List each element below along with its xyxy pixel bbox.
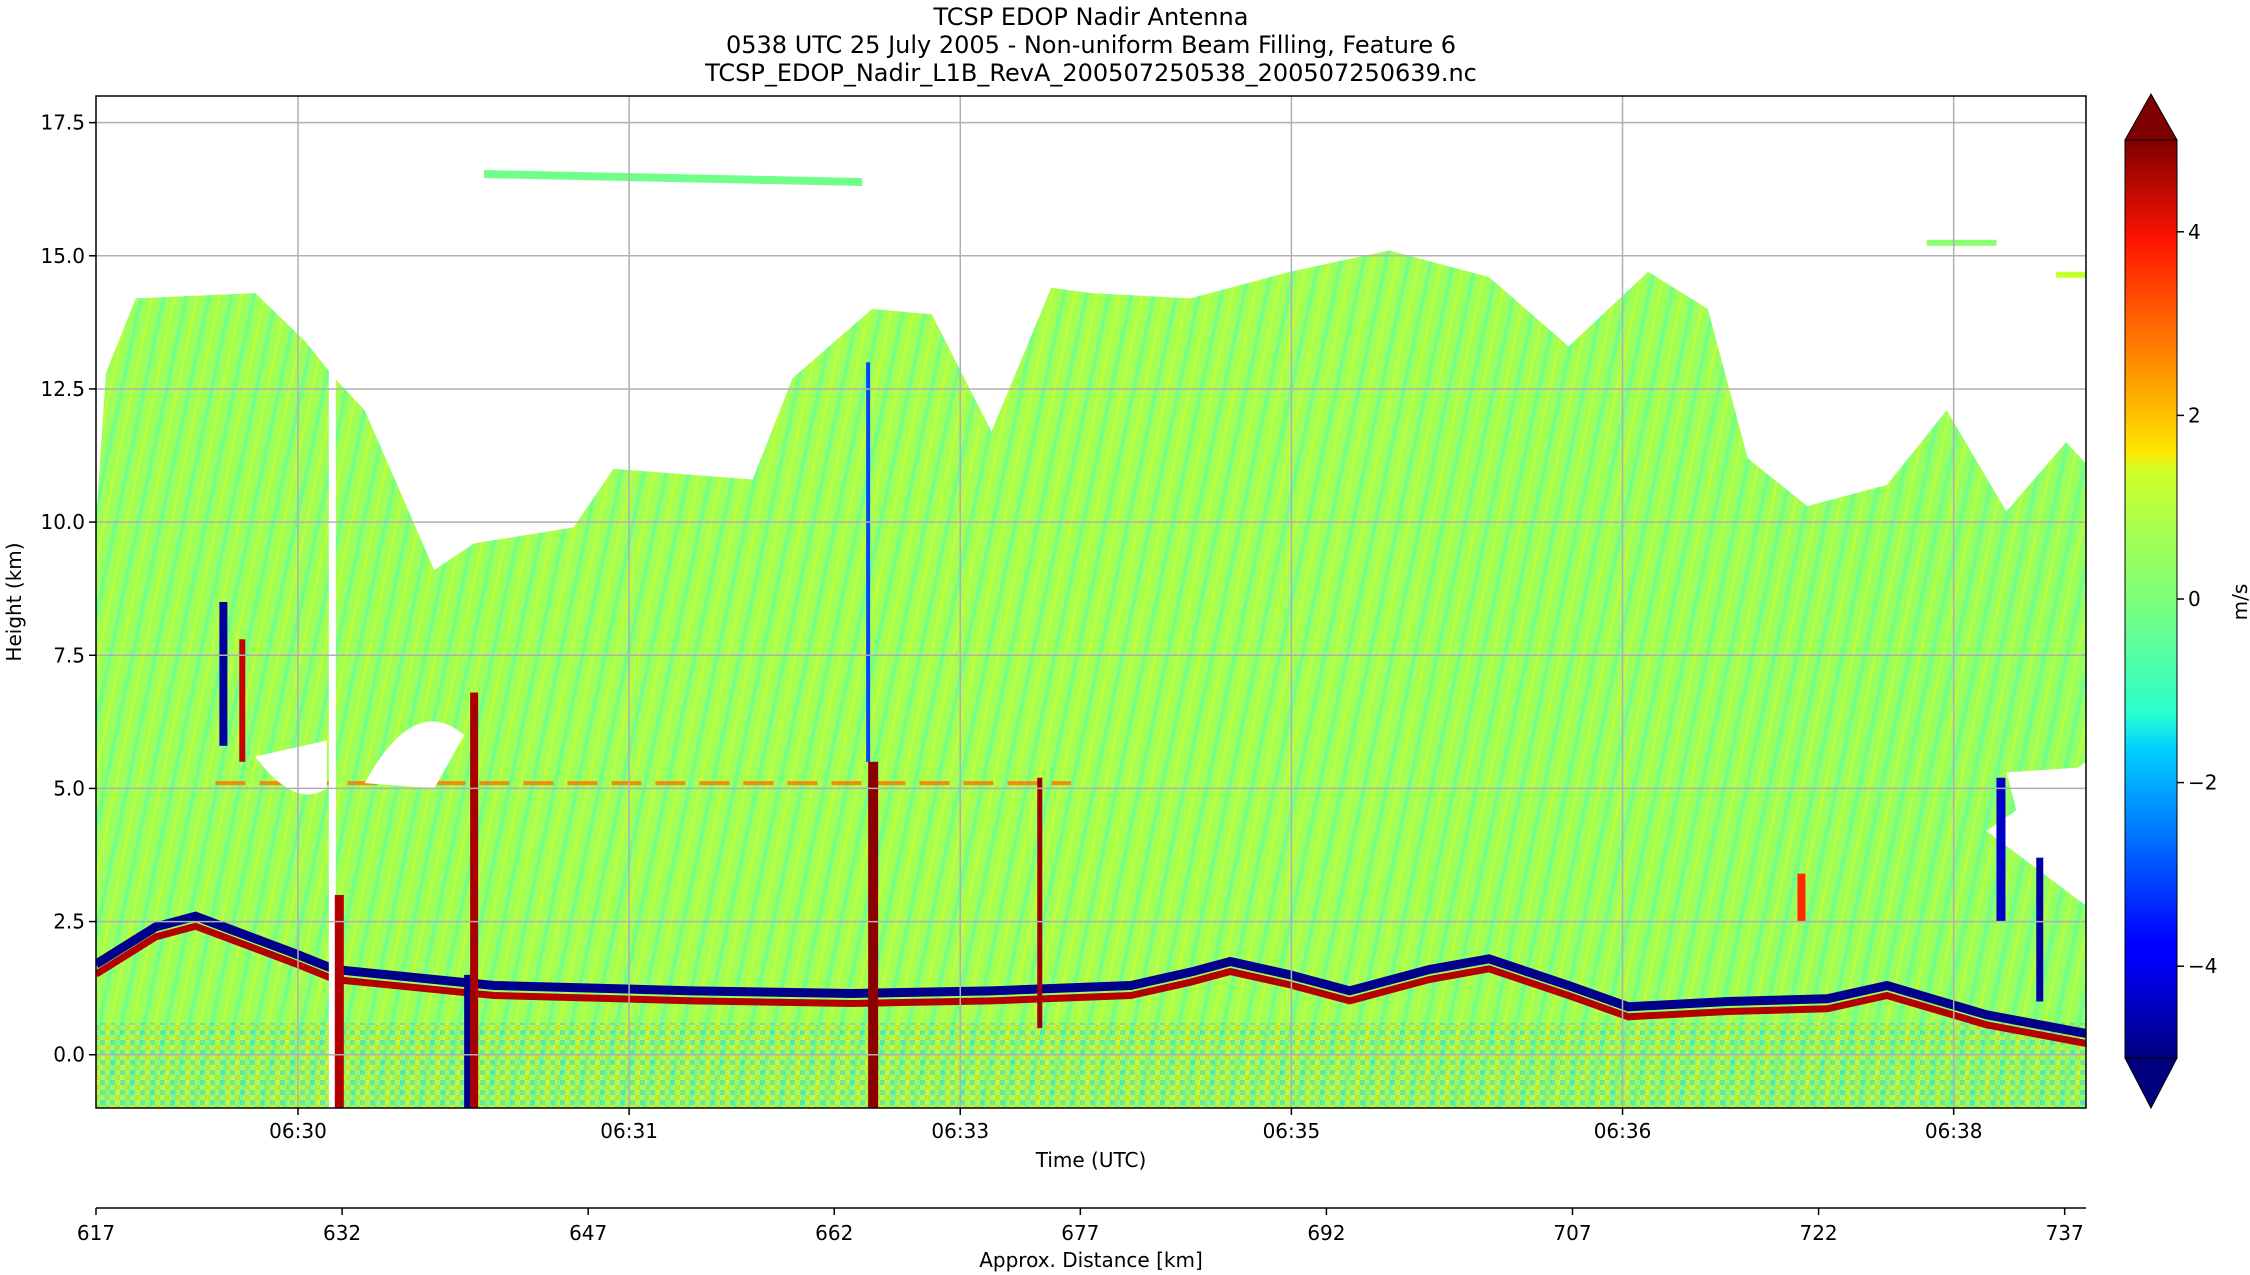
chart-title-line-1: TCSP EDOP Nadir Antenna: [933, 3, 1249, 31]
y-tick-label: 7.5: [53, 643, 85, 667]
distance-tick-label: 617: [77, 1221, 115, 1245]
x-axis-label: Time (UTC): [1035, 1148, 1147, 1172]
y-axis: 0.0 2.5 5.0 7.5 10.0 12.5 15.0 17.5: [40, 111, 96, 1067]
y-tick-label: 15.0: [40, 244, 85, 268]
plot-area: [96, 96, 2086, 1108]
upper-fragment: [2056, 271, 2086, 278]
velocity-field: [96, 170, 2086, 1108]
y-tick-label: 12.5: [40, 377, 85, 401]
colorbar-extend-bottom: [2124, 1057, 2178, 1110]
near-surface-noise: [96, 1022, 2086, 1108]
strong-updraft-column: [470, 692, 479, 1108]
downdraft-feature: [1996, 777, 2006, 922]
colorbar-extend-top: [2124, 92, 2178, 141]
clear-air-gap: [2006, 767, 2086, 895]
clear-air-gap: [255, 740, 327, 795]
y-tick-label: 17.5: [40, 111, 85, 135]
distance-tick-label: 632: [323, 1221, 361, 1245]
upper-fragment: [1926, 239, 1997, 246]
colorbar-tick-label: 0: [2188, 587, 2201, 611]
colorbar-tick-label: −2: [2188, 771, 2217, 795]
surface-band-red: [96, 922, 2086, 1047]
x-tick-label: 06:30: [269, 1119, 327, 1143]
x-tick-label: 06:31: [600, 1119, 658, 1143]
distance-tick-label: 707: [1553, 1221, 1591, 1245]
colorbar-gradient: [2124, 139, 2178, 1059]
downdraft-feature: [219, 602, 228, 746]
colorbar-ticks: −4 −2 0 2 4: [2177, 220, 2217, 978]
distance-tick-label: 692: [1307, 1221, 1345, 1245]
colorbar: −4 −2 0 2 4 m/s: [2124, 92, 2250, 1110]
updraft-feature: [239, 639, 246, 762]
colorbar-tick-label: −4: [2188, 954, 2217, 978]
y-tick-label: 5.0: [53, 776, 85, 800]
distance-tick-label: 662: [815, 1221, 853, 1245]
distance-tick-label: 722: [1799, 1221, 1837, 1245]
fall-streaks: [96, 250, 2086, 1108]
strong-updraft-column: [868, 761, 879, 1108]
x-tick-label: 06:33: [931, 1119, 989, 1143]
surface-band-blue: [96, 911, 2086, 1038]
distance-axis-label: Approx. Distance [km]: [979, 1248, 1203, 1272]
clear-air-gap: [364, 721, 465, 789]
chart-title-line-3: TCSP_EDOP_Nadir_L1B_RevA_200507250538_20…: [704, 59, 1477, 87]
velocity-column: [866, 362, 871, 762]
plot-frame: [95, 95, 2087, 1109]
x-tick-label: 06:36: [1594, 1119, 1652, 1143]
distance-tick-label: 677: [1061, 1221, 1099, 1245]
y-tick-label: 0.0: [53, 1043, 85, 1067]
x-tick-label: 06:35: [1263, 1119, 1321, 1143]
y-tick-label: 10.0: [40, 510, 85, 534]
x-tick-label: 06:38: [1925, 1119, 1983, 1143]
upper-thin-layer: [484, 170, 863, 186]
colorbar-tick-label: 4: [2188, 220, 2201, 244]
data-gap-column: [328, 362, 336, 1108]
colorbar-tick-label: 2: [2188, 403, 2201, 427]
distance-axis: 617 632 647 662 677 692 707 722 737: [77, 1208, 2084, 1245]
grid: [96, 96, 2086, 1108]
colorbar-label: m/s: [2228, 584, 2250, 621]
strong-updraft-column: [1037, 777, 1043, 1029]
strong-downdraft-column: [464, 974, 471, 1108]
y-axis-label: Height (km): [2, 542, 26, 661]
distance-tick-label: 737: [2046, 1221, 2084, 1245]
y-tick-label: 2.5: [53, 910, 85, 934]
strong-updraft-column: [334, 894, 344, 1108]
chart-title-line-2: 0538 UTC 25 July 2005 - Non-uniform Beam…: [726, 31, 1456, 59]
x-axis: 06:30 06:31 06:33 06:35 06:36 06:38: [269, 1108, 1982, 1143]
downdraft-feature: [2036, 857, 2044, 1002]
distance-tick-label: 647: [569, 1221, 607, 1245]
updraft-feature: [1797, 873, 1806, 922]
